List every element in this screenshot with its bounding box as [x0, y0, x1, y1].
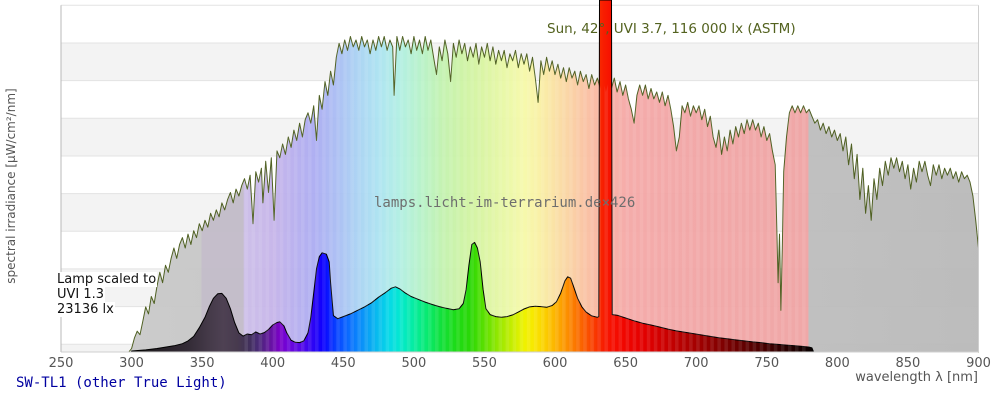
x-tick-label: 300: [119, 356, 144, 371]
x-axis-label: wavelength λ [nm]: [855, 370, 978, 385]
sun-spectrum-area: [128, 36, 979, 353]
y-axis-label: spectral irradiance [µW/cm²/nm]: [4, 88, 18, 284]
x-tick-label: 400: [260, 356, 286, 371]
chart-title: Sun, 42°, UVI 3.7, 116 000 lx (ASTM): [547, 21, 796, 37]
x-tick-label: 800: [824, 356, 850, 371]
x-tick-label: 250: [48, 356, 74, 371]
x-tick-label: 550: [472, 356, 497, 371]
x-tick-label: 900: [966, 356, 991, 371]
watermark: lamps.licht-im-terrarium.de×426: [374, 195, 636, 211]
x-tick-label: 450: [330, 356, 356, 371]
x-tick-label: 700: [683, 356, 709, 371]
spectral-stripes: [244, 36, 806, 352]
x-tick-label: 650: [613, 356, 639, 371]
lamp-annotation: Lamp scaled to UVI 1.3 23136 lx: [56, 272, 158, 317]
lamp-spectrum-area: [131, 0, 814, 353]
lamp-annotation-line2: UVI 1.3: [56, 287, 106, 302]
lamp-annotation-line1: Lamp scaled to: [56, 272, 158, 287]
x-tick-label: 500: [401, 356, 427, 371]
lamp-name-label: SW-TL1 (other True Light): [16, 375, 227, 391]
lamp-annotation-line3: 23136 lx: [56, 302, 115, 317]
x-tick-label: 750: [754, 356, 780, 371]
x-tick-label: 350: [189, 356, 215, 371]
x-tick-label: 600: [542, 356, 568, 371]
x-tick-label: 850: [895, 356, 921, 371]
